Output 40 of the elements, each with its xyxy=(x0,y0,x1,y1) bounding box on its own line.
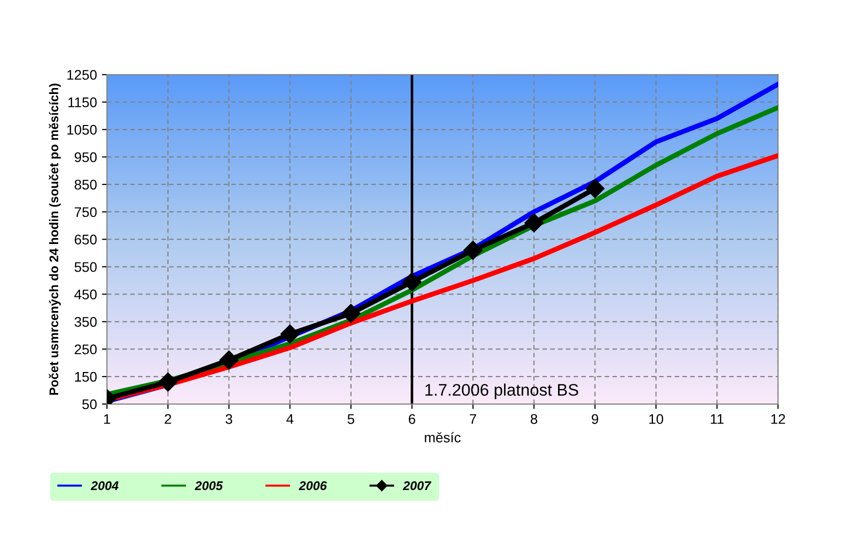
point xyxy=(341,304,360,323)
y-tick-label: 1150 xyxy=(68,97,97,108)
legend-label: 2006 xyxy=(298,481,327,490)
x-tick-label: 3 xyxy=(226,414,232,424)
legend-label: 2005 xyxy=(194,481,223,490)
y-tick-label: 850 xyxy=(74,180,97,190)
x-tick-label: 2 xyxy=(164,414,172,424)
x-tick-label: 4 xyxy=(286,414,294,424)
point xyxy=(463,240,483,260)
x-tick-label: 10 xyxy=(649,414,664,424)
ref-line-label: 1.7.2006 platnost BS xyxy=(425,384,578,400)
point xyxy=(158,372,178,392)
y-tick-label: 750 xyxy=(74,207,97,218)
x-tick-label: 6 xyxy=(408,414,416,424)
x-tick-label: 11 xyxy=(710,414,724,424)
x-tick-label: 8 xyxy=(530,414,538,424)
point xyxy=(280,324,300,344)
point xyxy=(402,272,422,292)
x-tick-label: 1 xyxy=(104,414,110,424)
y-tick-label: 250 xyxy=(74,344,97,354)
point xyxy=(585,179,605,198)
legend-label: 2004 xyxy=(90,481,118,490)
legend-label: 2007 xyxy=(402,481,432,490)
y-tick-label: 1250 xyxy=(67,70,97,80)
x-tick-label: 9 xyxy=(592,414,598,424)
y-tick-label: 1050 xyxy=(67,124,97,135)
x-tick-label: 12 xyxy=(771,414,786,424)
y-tick-label: 650 xyxy=(74,234,97,244)
x-axis-title: měsíc xyxy=(424,432,461,442)
point xyxy=(219,350,238,370)
y-tick-label: 950 xyxy=(74,152,97,162)
y-tick-label: 450 xyxy=(74,290,97,300)
y-axis-title: Počet usmrcených do 24 hodin (součet po měsících) xyxy=(48,84,61,395)
y-tick-label: 550 xyxy=(74,262,97,272)
y-tick-label: 50 xyxy=(82,399,97,410)
x-tick-label: 5 xyxy=(348,414,354,424)
x-tick-label: 7 xyxy=(470,414,476,424)
y-tick-label: 350 xyxy=(74,317,97,327)
y-tick-label: 150 xyxy=(75,372,97,382)
point xyxy=(524,213,544,232)
